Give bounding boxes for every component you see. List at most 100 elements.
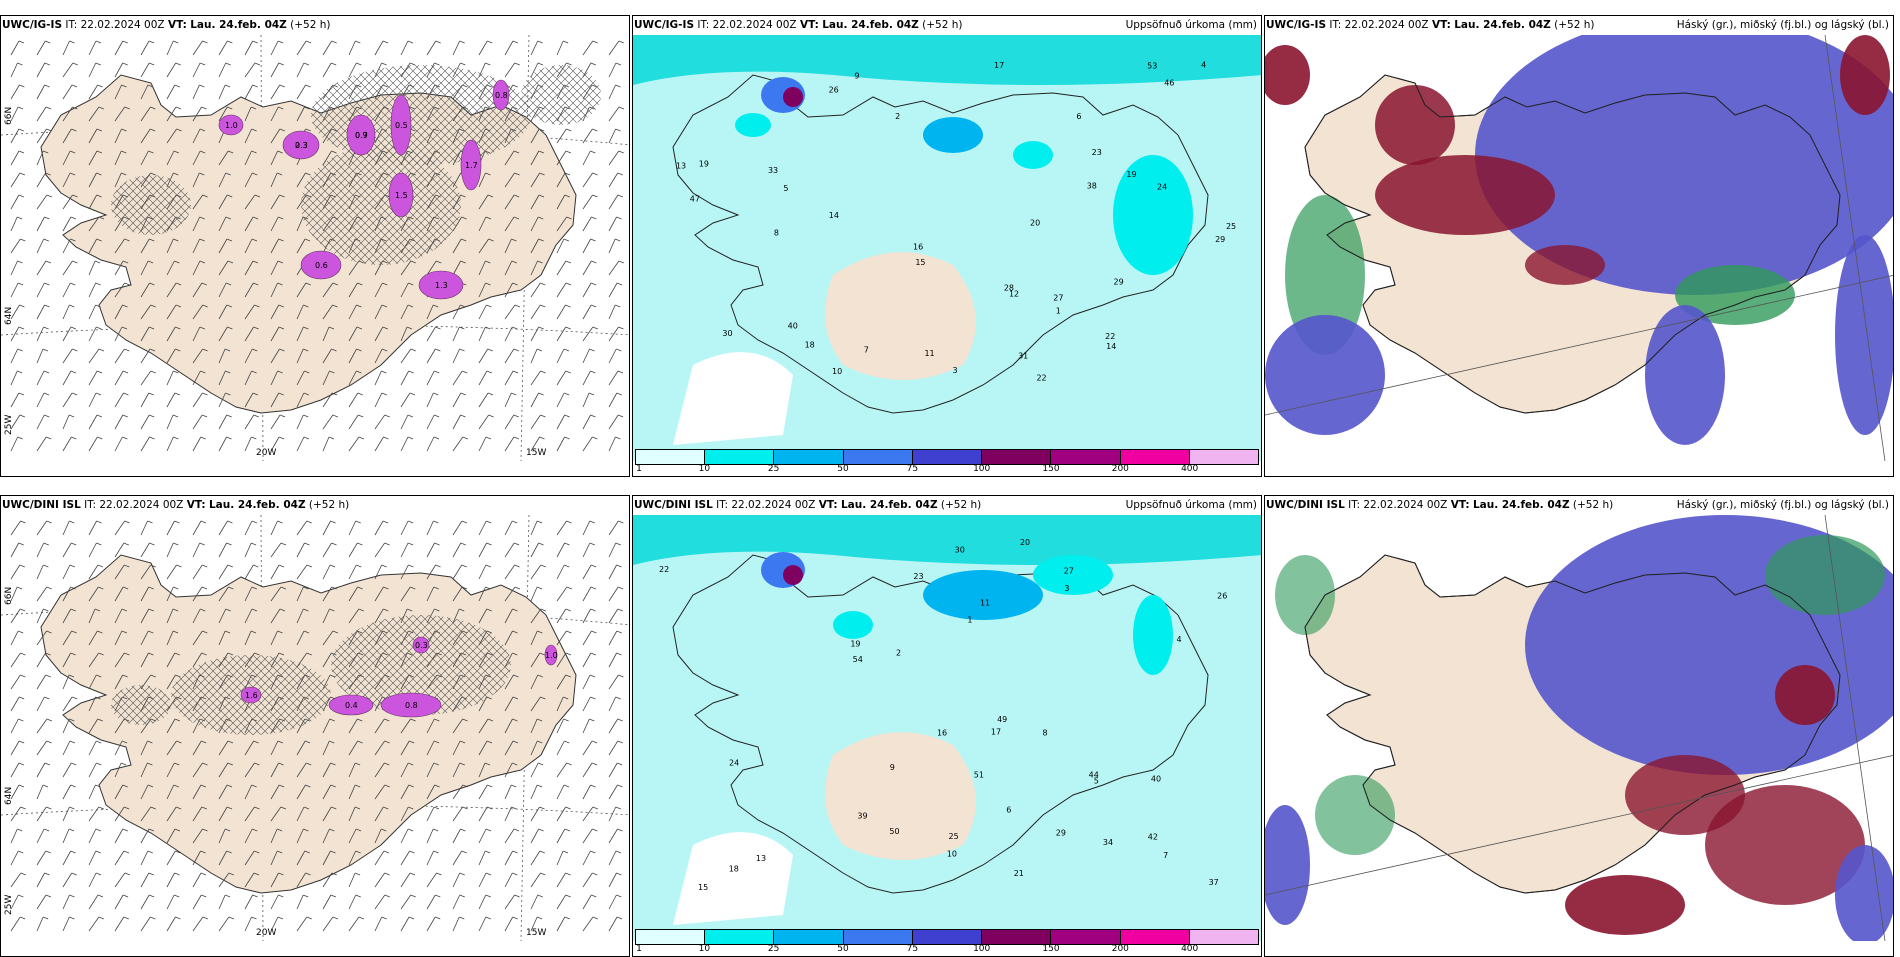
precip-value: 13: [756, 854, 766, 863]
legend-swatch: [705, 450, 775, 464]
precip-value: 19: [699, 160, 709, 169]
precip-value: 22: [1036, 374, 1046, 383]
panel-precip-ig: UWC/IG-IS IT: 22.02.2024 00Z VT: Lau. 24…: [632, 15, 1262, 477]
precip-value: 47: [690, 195, 700, 204]
snow-label: 0.6: [315, 261, 328, 270]
panel-clouds-ig: UWC/IG-IS IT: 22.02.2024 00Z VT: Lau. 24…: [1264, 15, 1894, 477]
precip-value: 23: [1092, 148, 1102, 157]
snow-label: 0.7: [355, 131, 368, 140]
lat-label: 64N: [4, 787, 14, 805]
legend-swatch: [1189, 450, 1258, 464]
map-canvas[interactable]: [1265, 35, 1894, 461]
legend-swatch: [774, 930, 844, 944]
panel-clouds-dini: UWC/DINI ISL IT: 22.02.2024 00Z VT: Lau.…: [1264, 495, 1894, 957]
precip-value: 38: [1087, 182, 1097, 191]
precip-value: 49: [997, 715, 1007, 724]
precip-value: 26: [829, 85, 839, 94]
map-canvas[interactable]: [1265, 515, 1894, 941]
lon-label: 20W: [256, 928, 276, 938]
snow-label: 0.8: [495, 91, 508, 100]
precip-value: 29: [1215, 235, 1225, 244]
legend-swatch: [774, 450, 844, 464]
legend-tick: 100: [973, 944, 991, 954]
panel-subtitle: Uppsöfnuð úrkoma (mm): [1125, 499, 1257, 511]
map-canvas[interactable]: 0.3 0.9 1.5 0.6 1.3 1.7 0.8 1.0 0.5 2.3 0.7 20W 15W 6…: [1, 35, 630, 461]
legend-tick: 1: [636, 464, 642, 474]
precip-value: 19: [850, 639, 860, 648]
panel-title: UWC/IG-IS IT: 22.02.2024 00Z VT: Lau. 24…: [1266, 19, 1595, 31]
legend-swatch: [1120, 930, 1190, 944]
precip-value: 27: [1053, 293, 1063, 302]
precip-value: 30: [955, 546, 965, 555]
dry-area: [825, 732, 976, 860]
precip-value: 15: [915, 258, 925, 267]
iceland-outline: [672, 74, 1209, 414]
lat-label: 25W: [4, 895, 14, 915]
legend-tick: 10: [698, 464, 711, 474]
lat-label: 66N: [4, 107, 14, 125]
precip-value: 42: [1148, 833, 1158, 842]
legend-swatch: [636, 930, 706, 944]
precip-value: 28: [1004, 284, 1014, 293]
panel-wind-snow-dini: UWC/DINI ISL IT: 22.02.2024 00Z VT: Lau.…: [0, 495, 630, 957]
precip-value: 8: [774, 229, 779, 238]
precip-value: 2: [895, 112, 900, 121]
panel-subtitle: Háský (gr.), miðský (fj.bl.) og lágský (…: [1676, 19, 1889, 31]
precip-value: 10: [947, 849, 957, 858]
precip-value: 18: [805, 340, 815, 349]
precip-value: 44: [1089, 770, 1099, 779]
snow-label: 1.6: [245, 691, 258, 700]
precip-value: 37: [1209, 878, 1219, 887]
color-legend: 1 10 25 50 75 100 150 200 400: [635, 929, 1259, 954]
lon-label: 20W: [256, 448, 276, 458]
legend-tick: 400: [1181, 464, 1199, 474]
precip-value: 33: [768, 166, 778, 175]
legend-swatch: [982, 930, 1052, 944]
panel-title: UWC/DINI ISL IT: 22.02.2024 00Z VT: Lau.…: [1266, 499, 1614, 511]
precip-value: 31: [1018, 351, 1028, 360]
legend-tick: 100: [973, 464, 991, 474]
precip-value: 22: [1105, 332, 1115, 341]
precip-value: 16: [913, 243, 923, 252]
precip-value: 5: [1094, 776, 1099, 785]
legend-tick: 150: [1042, 944, 1060, 954]
panel-title: UWC/DINI ISL IT: 22.02.2024 00Z VT: Lau.…: [2, 499, 350, 511]
precip-value: 17: [991, 727, 1001, 736]
legend-swatch: [912, 450, 983, 464]
map-canvas[interactable]: 0.8 0.4 1.6 0.3 1.0 20W 15W 66N 64N 25W: [1, 515, 630, 941]
precip-value: 29: [1114, 277, 1124, 286]
snow-label: 0.5: [395, 121, 408, 130]
precip-value: 11: [980, 599, 990, 608]
precip-value: 1: [967, 615, 972, 624]
legend-swatch: [636, 450, 706, 464]
dry-area: [825, 252, 976, 380]
precip-value: 16: [937, 728, 947, 737]
legend-swatch: [843, 930, 913, 944]
snow-label: 1.3: [435, 281, 448, 290]
legend-swatch: [912, 930, 983, 944]
precip-value: 40: [788, 321, 798, 330]
precip-value: 21: [1014, 869, 1024, 878]
precip-value: 51: [974, 770, 984, 779]
precip-value: 13: [676, 162, 686, 171]
snow-label: 0.3: [295, 141, 308, 150]
legend-tick: 150: [1042, 464, 1060, 474]
precip-value: 30: [722, 329, 732, 338]
legend-swatch: [1051, 930, 1121, 944]
legend-bar: [635, 929, 1259, 945]
precip-value: 9: [890, 763, 895, 772]
map-canvas[interactable]: 1840495123204227343937545030291944241626…: [633, 515, 1262, 941]
legend-tick: 200: [1111, 464, 1129, 474]
precip-value: 7: [864, 345, 869, 354]
snow-label: 0.9: [355, 131, 368, 140]
precip-value: 27: [1064, 567, 1074, 576]
precip-value: 17: [994, 61, 1004, 70]
precip-value: 7: [1163, 851, 1168, 860]
precip-value: 4: [1201, 61, 1206, 70]
snow-label: 1.0: [225, 121, 238, 130]
precip-value: 2: [896, 649, 901, 658]
legend-swatch: [1051, 450, 1121, 464]
precip-value: 53: [1147, 62, 1157, 71]
legend-tick: 50: [837, 464, 849, 474]
